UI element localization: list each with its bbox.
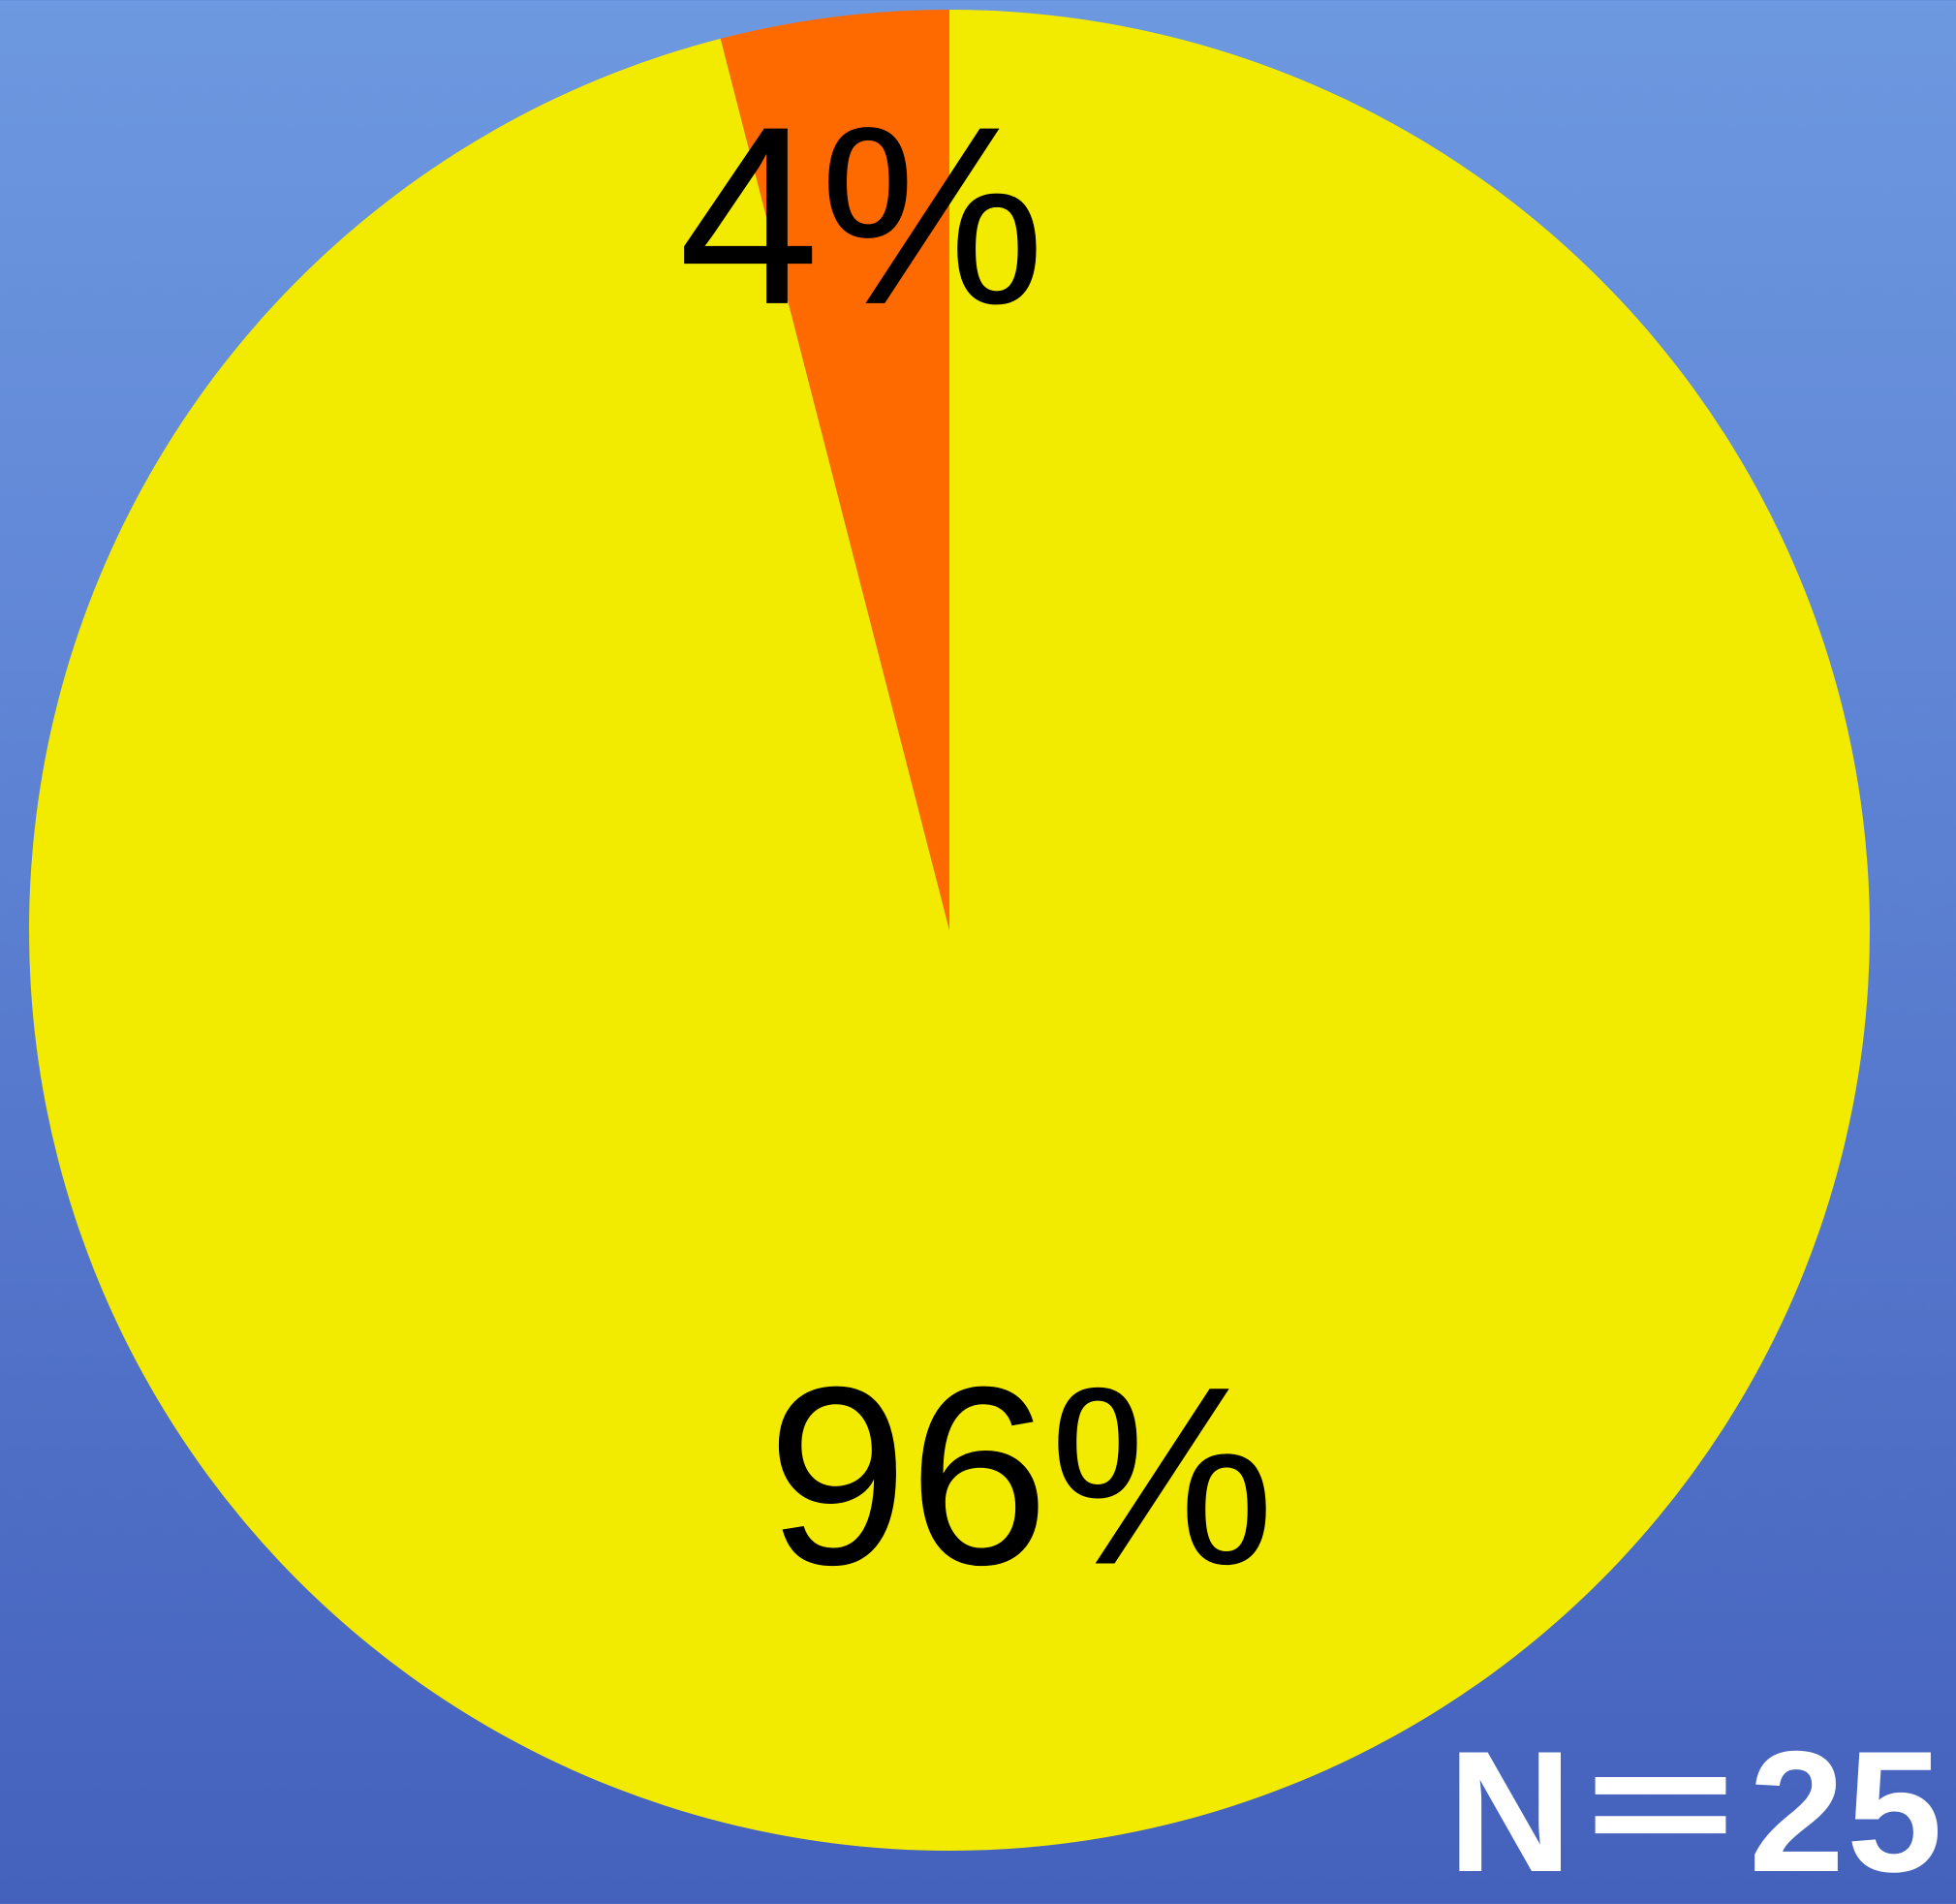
pie-slice xyxy=(28,10,1871,1851)
pie-slices xyxy=(28,10,1871,1851)
pie-labels: 96% 4% xyxy=(678,74,1275,1618)
slice-label: 4% xyxy=(678,74,1045,358)
slice-label: 96% xyxy=(767,1334,1275,1618)
sample-size-label: N＝25 xyxy=(1447,1715,1944,1904)
pie-slice xyxy=(720,10,949,930)
